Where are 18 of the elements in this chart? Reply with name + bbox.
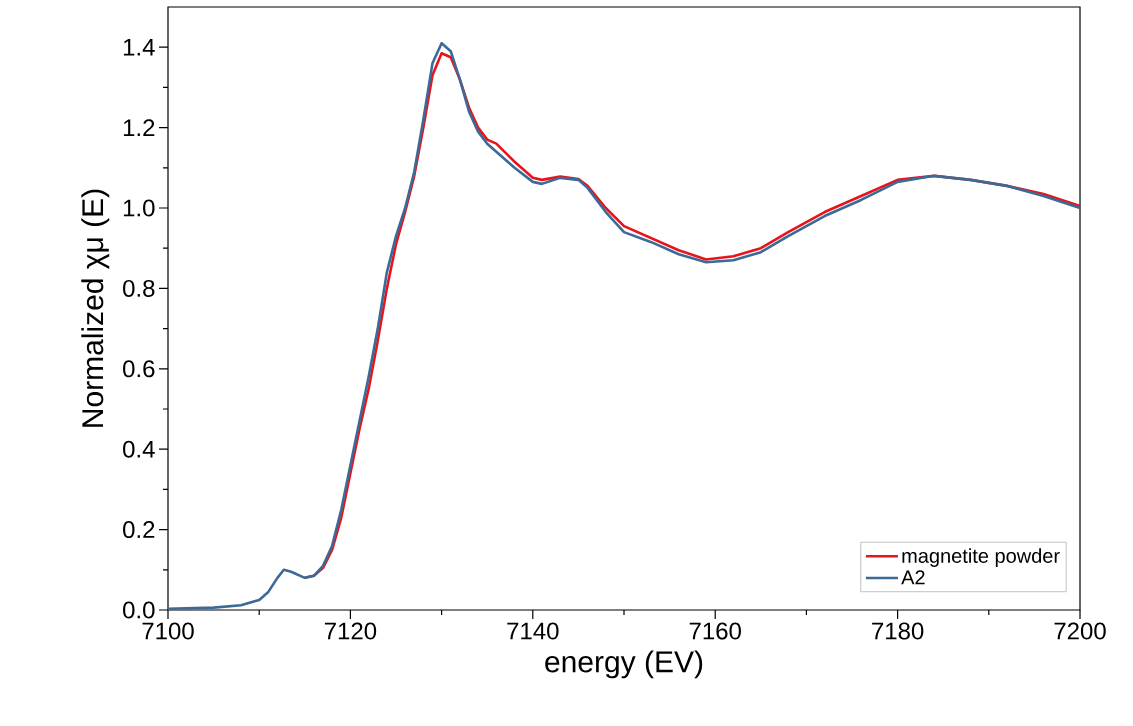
y-tick-label: 1.4 (123, 38, 155, 56)
y-tick-label: 0.0 (123, 601, 155, 619)
y-tick-label: 0.6 (123, 360, 155, 378)
x-axis-title: energy (EV) (545, 650, 703, 679)
x-tick-label: 7180 (872, 622, 924, 640)
legend-label: A2 (901, 570, 925, 585)
x-tick-label: 7100 (142, 622, 194, 640)
legend-label: magnetite powder (902, 548, 1060, 567)
y-tick-label: 1.2 (123, 119, 155, 136)
y-tick-label: 1.0 (123, 199, 155, 217)
y-tick-label: 0.8 (123, 279, 155, 297)
y-tick-label: 0.2 (123, 521, 155, 539)
x-tick-label: 7140 (507, 622, 559, 640)
x-tick-label: 7200 (1054, 622, 1106, 640)
x-tick-label: 7160 (689, 622, 741, 640)
y-axis-title: Normalized χμ (E) (81, 189, 110, 427)
y-tick-label: 0.4 (123, 440, 155, 458)
x-tick-label: 7120 (324, 622, 377, 640)
